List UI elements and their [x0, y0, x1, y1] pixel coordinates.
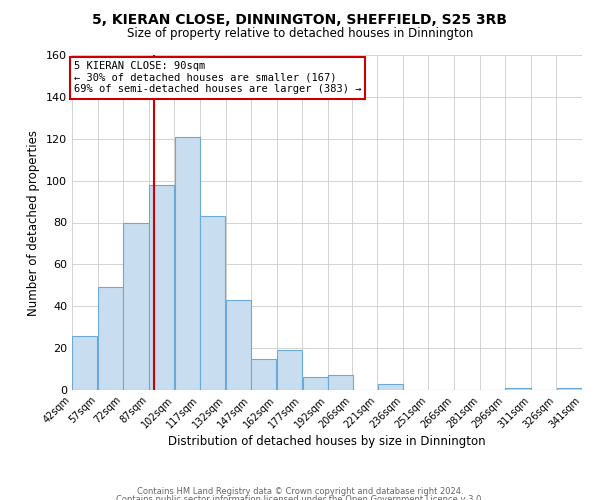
Bar — [149, 185, 174, 390]
Bar — [251, 358, 277, 390]
Bar — [557, 388, 582, 390]
Bar — [377, 384, 403, 390]
Bar — [98, 288, 123, 390]
Bar — [505, 388, 530, 390]
Bar — [277, 350, 302, 390]
Text: Contains public sector information licensed under the Open Government Licence v : Contains public sector information licen… — [116, 495, 484, 500]
Bar — [200, 216, 225, 390]
X-axis label: Distribution of detached houses by size in Dinnington: Distribution of detached houses by size … — [168, 436, 486, 448]
Text: 5, KIERAN CLOSE, DINNINGTON, SHEFFIELD, S25 3RB: 5, KIERAN CLOSE, DINNINGTON, SHEFFIELD, … — [92, 12, 508, 26]
Bar — [226, 300, 251, 390]
Bar — [124, 222, 149, 390]
Bar — [72, 336, 97, 390]
Y-axis label: Number of detached properties: Number of detached properties — [28, 130, 40, 316]
Text: Contains HM Land Registry data © Crown copyright and database right 2024.: Contains HM Land Registry data © Crown c… — [137, 488, 463, 496]
Bar — [302, 378, 328, 390]
Bar — [328, 376, 353, 390]
Text: 5 KIERAN CLOSE: 90sqm
← 30% of detached houses are smaller (167)
69% of semi-det: 5 KIERAN CLOSE: 90sqm ← 30% of detached … — [74, 62, 361, 94]
Text: Size of property relative to detached houses in Dinnington: Size of property relative to detached ho… — [127, 28, 473, 40]
Bar — [175, 136, 200, 390]
